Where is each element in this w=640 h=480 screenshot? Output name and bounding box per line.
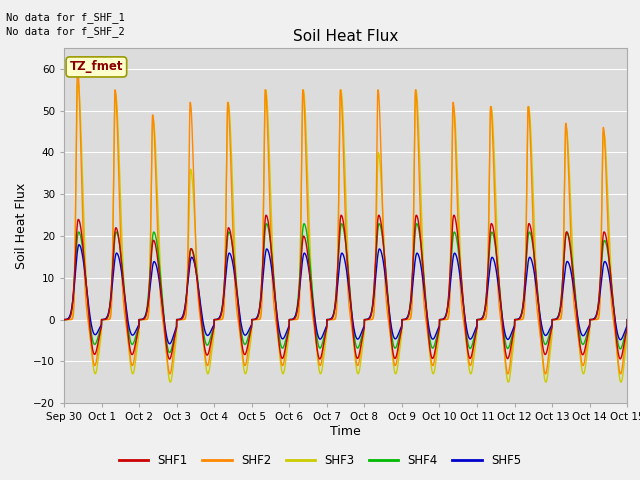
Text: TZ_fmet: TZ_fmet [70, 60, 123, 73]
Y-axis label: Soil Heat Flux: Soil Heat Flux [15, 182, 28, 269]
Text: No data for f_SHF_2: No data for f_SHF_2 [6, 26, 125, 37]
Legend: SHF1, SHF2, SHF3, SHF4, SHF5: SHF1, SHF2, SHF3, SHF4, SHF5 [114, 449, 526, 472]
Title: Soil Heat Flux: Soil Heat Flux [293, 29, 398, 44]
X-axis label: Time: Time [330, 425, 361, 438]
Text: No data for f_SHF_1: No data for f_SHF_1 [6, 12, 125, 23]
